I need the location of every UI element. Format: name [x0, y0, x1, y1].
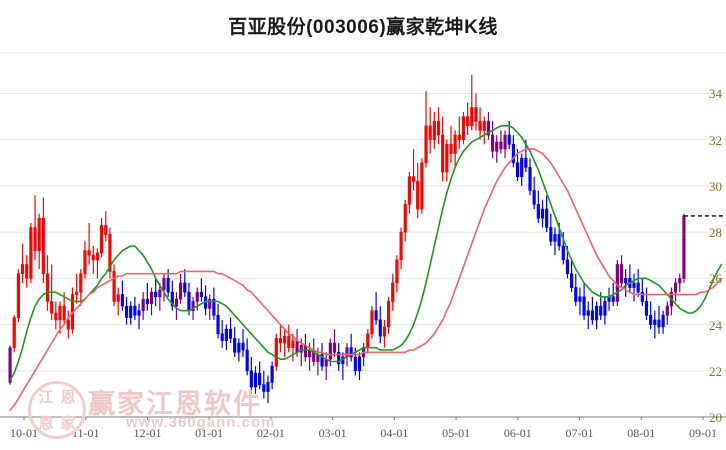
y-axis-tick-label: 30	[709, 178, 722, 194]
x-axis-tick-label: 12-01	[133, 426, 162, 440]
x-axis-tick-label: 10-01	[10, 426, 38, 440]
x-axis-tick-label: 11-01	[71, 426, 100, 440]
y-axis-tick-label: 26	[709, 271, 722, 287]
x-axis-tick-label: 09-01	[689, 426, 717, 440]
candle-series	[8, 74, 686, 404]
x-axis-tick-label: 01-01	[195, 426, 224, 440]
x-axis-tick-label: 05-01	[442, 426, 471, 440]
y-axis-tick-label: 34	[709, 86, 722, 102]
x-axis-tick-label: 08-01	[627, 426, 656, 440]
y-axis-tick-label: 24	[709, 317, 722, 333]
y-axis-tick-label: 22	[709, 363, 722, 379]
x-axis-tick-label: 07-01	[565, 426, 594, 440]
chart-plot-area	[0, 45, 726, 420]
page-title: 百亚股份(003006)赢家乾坤K线	[228, 17, 498, 38]
y-axis-tick-label: 28	[709, 225, 722, 241]
candlestick-chart[interactable]	[0, 45, 726, 420]
axis-lines	[0, 416, 726, 420]
x-axis-tick-label: 06-01	[503, 426, 532, 440]
y-axis-tick-label: 32	[709, 132, 722, 148]
moving-average-lines	[9, 125, 723, 411]
grid-lines	[0, 52, 726, 418]
x-axis-tick-label: 02-01	[256, 426, 285, 440]
y-axis-tick-label: 20	[709, 410, 722, 425]
x-axis-tick-label: 04-01	[380, 426, 409, 440]
x-axis-tick-label: 03-01	[318, 426, 347, 440]
